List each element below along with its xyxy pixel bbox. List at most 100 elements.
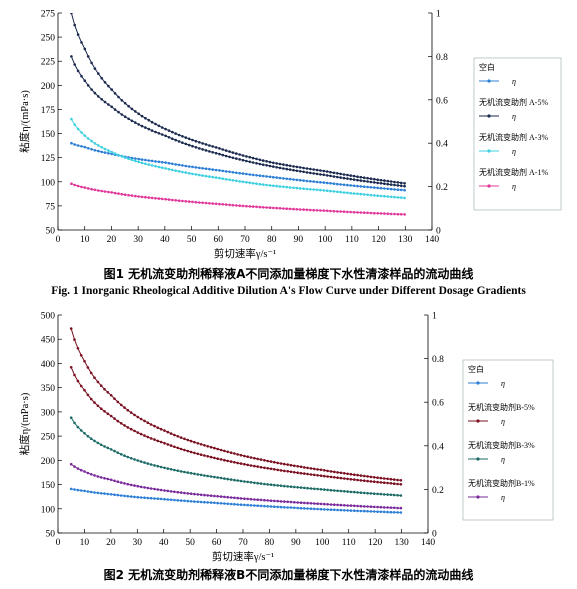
data-point: [298, 178, 302, 182]
data-point: [143, 419, 146, 423]
data-point: [191, 172, 194, 176]
data-point: [356, 192, 359, 196]
x-axis-label: 剪切速率γ/s⁻¹: [212, 550, 274, 563]
y-tick-label: 225: [41, 58, 56, 68]
data-point: [295, 165, 299, 169]
data-point: [322, 173, 326, 177]
data-point: [223, 449, 226, 453]
data-point: [123, 102, 127, 105]
legend-entry-name: 无机流变助剂B-1%: [468, 478, 535, 488]
data-point: [343, 477, 346, 480]
data-point: [194, 146, 198, 149]
data-point: [157, 160, 161, 164]
data-point: [333, 508, 336, 512]
data-point: [326, 469, 329, 473]
data-point: [298, 187, 302, 190]
data-point: [316, 502, 319, 505]
data-point: [366, 510, 369, 513]
data-point: [399, 184, 403, 188]
data-point: [376, 186, 380, 190]
data-point: [396, 181, 400, 184]
data-point: [396, 482, 399, 486]
data-point: [191, 165, 194, 169]
data-point: [154, 122, 157, 126]
data-point: [376, 194, 380, 197]
data-point: [209, 494, 213, 497]
data-point: [229, 496, 233, 499]
data-point: [278, 162, 282, 166]
data-point: [156, 488, 160, 491]
data-point: [248, 181, 252, 185]
data-point: [276, 468, 280, 472]
data-point: [97, 72, 100, 75]
data-point: [140, 124, 144, 128]
data-point: [80, 185, 83, 189]
data-point: [369, 475, 373, 479]
data-point: [119, 453, 123, 456]
data-point: [319, 169, 322, 172]
x-tick-label: 20: [107, 235, 117, 245]
figure-1-caption-cn: 图1 无机流变助剂稀释液A不同添加量梯度下水性清漆样品的流动曲线: [103, 267, 474, 281]
data-point: [70, 117, 73, 121]
data-point: [126, 482, 130, 486]
data-point: [129, 427, 133, 431]
data-point: [359, 185, 363, 188]
data-point: [309, 467, 313, 470]
data-point: [336, 508, 339, 512]
data-point: [113, 191, 117, 195]
data-point: [184, 200, 188, 203]
data-point: [359, 479, 363, 482]
data-point: [228, 203, 231, 207]
x-tick-label: 130: [394, 538, 409, 548]
series-line: [70, 417, 401, 496]
data-point: [366, 180, 369, 183]
data-point: [130, 107, 134, 111]
data-point: [166, 498, 170, 501]
data-point: [256, 498, 260, 501]
y-tick-label: 275: [41, 10, 56, 20]
data-point: [275, 176, 279, 179]
data-point: [292, 207, 295, 211]
data-point: [176, 469, 180, 472]
data-point: [399, 479, 403, 482]
x-tick-label: 80: [265, 538, 275, 548]
data-point: [312, 180, 316, 183]
data-point: [99, 492, 103, 495]
data-point: [89, 397, 93, 401]
data-point: [309, 208, 312, 212]
data-point: [339, 176, 342, 179]
data-point: [99, 476, 103, 479]
data-point: [393, 180, 396, 184]
legend-entry-symbol: η: [512, 77, 516, 86]
x-tick-label: 80: [267, 235, 277, 245]
data-point: [206, 455, 209, 458]
data-point: [199, 500, 203, 504]
y-tick-label: 250: [41, 34, 56, 44]
data-point: [160, 133, 164, 136]
data-point: [134, 194, 137, 198]
data-point: [127, 193, 130, 197]
data-point: [245, 204, 248, 208]
data-point: [208, 144, 211, 147]
data-point: [213, 501, 216, 505]
data-point: [166, 489, 170, 493]
data-point: [223, 458, 226, 462]
data-point: [93, 439, 96, 443]
x-tick-label: 30: [133, 538, 143, 548]
data-point: [86, 187, 90, 190]
data-point: [241, 180, 245, 184]
data-point: [346, 477, 349, 481]
data-point: [369, 180, 373, 184]
data-point: [356, 504, 359, 508]
data-point: [309, 167, 312, 171]
data-point: [126, 455, 130, 459]
data-point: [369, 480, 373, 483]
y-axis-label: 粘度η/(mPa·s): [18, 90, 31, 153]
x-tick-label: 100: [315, 538, 330, 548]
data-point: [177, 170, 181, 173]
data-point: [70, 141, 73, 145]
data-point: [103, 151, 107, 154]
data-point: [203, 493, 206, 497]
data-point: [226, 495, 229, 499]
data-point: [204, 174, 208, 178]
